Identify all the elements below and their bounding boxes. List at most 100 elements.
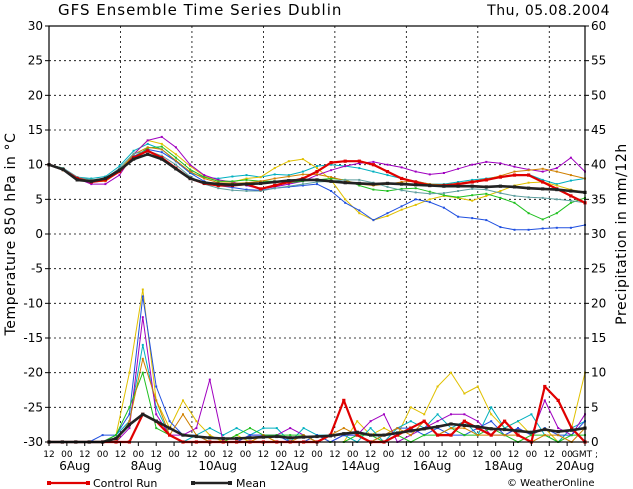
temp-point-member [273,177,276,180]
temp-point-control-run [512,173,517,177]
temp-point-member [203,176,206,179]
precip-point-member [570,434,573,437]
y-tick-right-label: 10 [591,366,606,380]
temp-point-member [217,178,220,181]
temp-point-member [316,165,318,168]
temp-point-member [245,174,248,177]
precip-point-control-run [342,398,346,402]
temp-point-member [301,170,304,173]
temp-point-member [330,177,333,180]
temp-point-member [428,192,431,195]
temp-point-member [499,226,502,229]
x-tick-hour-label: 00 [61,450,73,460]
y-tick-left-label: -15 [23,331,43,345]
temp-point-member [330,163,333,166]
x-tick-hour-label: 12 [472,450,483,460]
temp-point-member [541,170,544,173]
precip-point-mean [503,427,507,432]
temp-point-member [344,198,347,201]
temp-point-control-run [456,182,460,186]
x-tick-hour-label: 12 [43,450,54,460]
x-tick-hour-label: GMT ; [572,450,598,460]
temp-point-mean [75,178,79,182]
temp-point-member [442,192,445,195]
temp-point-mean [569,189,573,193]
precip-point-member [128,413,131,416]
temp-point-member [428,190,431,193]
temp-point-member [386,163,389,166]
temp-point-member [386,190,389,192]
temp-point-member [259,176,262,179]
temp-point-member [555,184,558,187]
legend-mean-label: Mean [236,477,266,489]
temp-point-control-run [470,180,474,184]
x-date-label: 12Aug [270,459,309,473]
precip-point-member [208,434,211,437]
y-tick-right-label: 60 [591,19,606,33]
temp-point-control-run [329,161,333,165]
temp-point-mean [61,167,65,172]
temp-point-member [358,209,361,212]
temp-point-control-run [498,175,502,179]
x-tick-hour-label: 12 [222,450,233,460]
temp-point-member [146,139,149,142]
x-date-label: 10Aug [198,459,237,473]
x-tick-hour-label: 00 [383,450,395,460]
precip-point-member [543,434,546,437]
y-axis-label-right: Precipitation in mm/12h [614,143,630,325]
y-tick-right-label: 15 [591,331,606,345]
temp-point-mean [301,178,305,182]
x-tick-hour-label: 12 [150,450,161,460]
x-tick-hour-label: 00 [526,450,538,460]
precip-point-member [409,406,412,409]
temp-point-member [330,169,333,172]
temp-point-control-run [343,159,347,163]
chart-title: GFS Ensemble Time Series Dublin [58,1,342,19]
legend-mean-marker [191,481,195,485]
temp-point-member [555,226,558,229]
precip-point-mean [315,434,319,439]
temp-point-member [400,189,403,192]
temp-point-member [344,178,347,181]
precip-point-member [195,427,198,430]
precip-point-control-run [449,433,453,437]
temp-point-member [189,163,192,166]
precip-point-member [463,427,466,430]
temp-point-member [414,198,417,201]
precip-point-member [302,434,305,437]
temp-point-member [273,173,276,176]
precip-point-mean [543,427,547,432]
legend-mean-marker [228,481,232,485]
temp-point-member [527,212,530,215]
temp-point-control-run [569,194,573,198]
precip-point-member [141,295,144,298]
x-date-label: 20Aug [556,459,595,473]
temp-point-member [301,158,304,161]
temp-point-mean [371,182,375,186]
temp-point-control-run [400,176,404,181]
temp-point-member [414,170,417,173]
precip-point-control-run [462,419,466,423]
temp-point-member [471,217,474,220]
y-tick-right-label: 40 [591,158,606,172]
temp-point-member [485,188,488,191]
precip-point-member [222,434,225,437]
temp-point-member [372,160,375,163]
precip-point-member [450,371,452,374]
precip-point-member [530,413,533,416]
temp-point-member [231,180,234,183]
temp-point-control-run [541,180,545,184]
precip-point-member [249,427,251,430]
temp-point-mean [273,180,277,184]
temp-point-mean [343,181,347,185]
temp-point-member [104,175,107,178]
precip-point-member [543,399,546,402]
temp-point-control-run [357,159,361,163]
precip-point-mean [409,429,413,433]
precip-point-member [302,427,305,430]
temp-point-member [457,167,460,170]
y-tick-left-label: -10 [23,296,43,310]
x-tick-hour-label: 00 [168,450,180,460]
precip-point-member [342,427,345,430]
temp-point-member [569,179,572,182]
